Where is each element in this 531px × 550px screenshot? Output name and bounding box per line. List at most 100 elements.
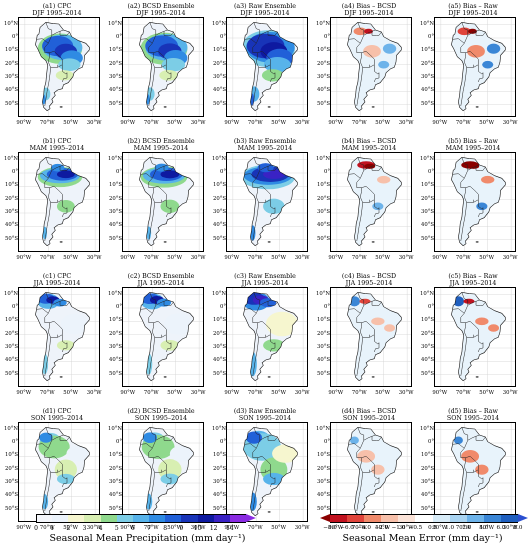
bias-colorbar-swatch — [483, 514, 502, 523]
map-panel-b2: (b2) BCSD Ensemble MAM 1995–2014 10°N 0° 10°… — [108, 138, 208, 266]
lon-label: 30°W — [294, 525, 310, 531]
south-america-map — [434, 422, 516, 522]
precip-colorbar-tick: 9 — [179, 525, 184, 532]
south-america-map — [330, 152, 412, 252]
lat-label: 20°S — [108, 60, 122, 67]
bias-colorbar-extend-right — [518, 514, 528, 522]
panel-title: (d1) CPC — [42, 408, 72, 415]
lat-label: 20°S — [108, 465, 122, 472]
bias-colorbar-swatch — [500, 514, 519, 523]
lat-label: 40°S — [212, 492, 226, 499]
panel-subtitle: MAM 1995–2014 — [237, 144, 293, 152]
lat-label: 50°S — [108, 100, 122, 107]
lat-label: 20°S — [212, 465, 226, 472]
lat-label: 10°N — [212, 155, 227, 162]
lat-label: 40°S — [4, 87, 18, 94]
lon-label: 30°W — [398, 255, 414, 261]
map-panel-c3: (c3) Raw Ensemble JJA 1995–2014 10°N 0° 10°S… — [212, 273, 312, 401]
lat-label: 30°S — [420, 209, 434, 215]
south-america-map — [18, 152, 100, 252]
lat-label: 10°S — [420, 47, 434, 54]
panel-title: (c4) Bias – BCSD — [341, 273, 397, 280]
lat-label: 20°S — [316, 330, 330, 337]
lon-label: 50°W — [375, 525, 391, 531]
precip-colorbar-swatch — [36, 514, 53, 523]
bias-colorbar-swatch — [381, 514, 399, 523]
panel-subtitle: DJF 1995–2014 — [32, 9, 82, 17]
lon-label: 50°W — [479, 390, 495, 396]
lat-label: 10°S — [212, 452, 226, 459]
lat-label: 40°S — [316, 357, 330, 364]
lat-label: 10°N — [108, 290, 123, 297]
panel-title: (b1) CPC — [42, 138, 72, 145]
lat-label: 10°S — [108, 452, 122, 459]
lat-label: 0° — [323, 169, 330, 175]
bias-colorbar-tick: −2.0 — [374, 525, 389, 531]
panel-subtitle: JJA 1995–2014 — [449, 279, 497, 287]
lat-label: 10°N — [316, 20, 331, 27]
bias-colorbar-swatch — [432, 514, 451, 523]
south-america-map — [434, 17, 516, 117]
map-panel-c1: (c1) CPC JJA 1995–2014 10°N 0° 10°S 20°S 30°S 4… — [4, 273, 104, 401]
lon-label: 50°W — [479, 525, 495, 531]
lat-label: 50°S — [212, 100, 226, 107]
lon-label: 50°W — [271, 525, 287, 531]
panel-title: (a1) CPC — [42, 3, 72, 10]
map-panel-b5: (b5) Bias – Raw MAM 1995–2014 10°N 0° 10°S 20… — [420, 138, 520, 266]
lat-label: 50°S — [4, 235, 18, 242]
lon-label: 50°W — [167, 120, 183, 126]
lon-label: 30°W — [86, 525, 102, 531]
lat-label: 30°S — [108, 209, 122, 215]
lat-label: 50°S — [4, 100, 18, 107]
lon-label: 90°W — [120, 120, 136, 126]
lon-label: 90°W — [16, 255, 32, 261]
lat-label: 10°N — [420, 155, 435, 162]
map-panel-c5: (c5) Bias – Raw JJA 1995–2014 10°N 0° 10°S 20… — [420, 273, 520, 401]
lat-label: 0° — [427, 34, 434, 40]
lat-label: 0° — [427, 304, 434, 310]
panel-title: (b2) BCSD Ensemble — [127, 138, 195, 145]
south-america-map — [434, 287, 516, 387]
bias-colorbar-swatch — [415, 514, 434, 523]
lat-label: 40°S — [420, 492, 434, 499]
lat-label: 10°S — [316, 452, 330, 459]
lat-label: 40°S — [420, 222, 434, 229]
panel-title: (b5) Bias – Raw — [448, 138, 498, 145]
precip-colorbar-tick: 1 — [50, 525, 55, 532]
panel-title: (a5) Bias – Raw — [448, 3, 498, 10]
panel-subtitle: JJA 1995–2014 — [33, 279, 81, 287]
lat-label: 30°S — [420, 344, 434, 350]
lat-label: 50°S — [420, 505, 434, 512]
lat-label: 0° — [115, 304, 122, 310]
panel-subtitle: JJA 1995–2014 — [345, 279, 393, 287]
precip-colorbar-swatch — [116, 514, 134, 523]
lon-label: 30°W — [398, 390, 414, 396]
precip-colorbar-swatch — [165, 514, 182, 523]
panel-title: (c2) BCSD Ensemble — [127, 273, 195, 280]
lat-label: 10°S — [4, 47, 18, 54]
lat-label: 30°S — [420, 479, 434, 485]
lat-label: 20°S — [108, 330, 122, 337]
lat-label: 40°S — [316, 492, 330, 499]
map-panel-b4: (b4) Bias – BCSD MAM 1995–2014 10°N 0° 10°S 2… — [316, 138, 416, 266]
lon-label: 70°W — [247, 120, 263, 126]
lat-label: 50°S — [316, 370, 330, 377]
lat-label: 10°S — [4, 452, 18, 459]
lat-label: 20°S — [4, 465, 18, 472]
lon-label: 30°W — [86, 120, 102, 126]
lat-label: 40°S — [4, 357, 18, 364]
panel-title: (d2) BCSD Ensemble — [127, 408, 195, 415]
map-panel-d3: (d3) Raw Ensemble SON 1995–2014 10°N 0° 10°S… — [212, 408, 312, 536]
lat-label: 10°S — [316, 317, 330, 324]
panel-subtitle: DJF 1995–2014 — [240, 9, 290, 17]
lon-label: 50°W — [479, 120, 495, 126]
lat-label: 10°N — [420, 290, 435, 297]
lat-label: 10°N — [420, 20, 435, 27]
lat-label: 50°S — [4, 370, 18, 377]
precip-colorbar-tick: 4 — [98, 525, 103, 532]
precip-colorbar-swatch — [68, 514, 85, 523]
lon-label: 90°W — [432, 525, 448, 531]
bias-colorbar-tick: −6.0 — [340, 525, 354, 531]
precip-colorbar-tick: 10 — [193, 525, 202, 532]
lat-label: 10°S — [4, 182, 18, 189]
